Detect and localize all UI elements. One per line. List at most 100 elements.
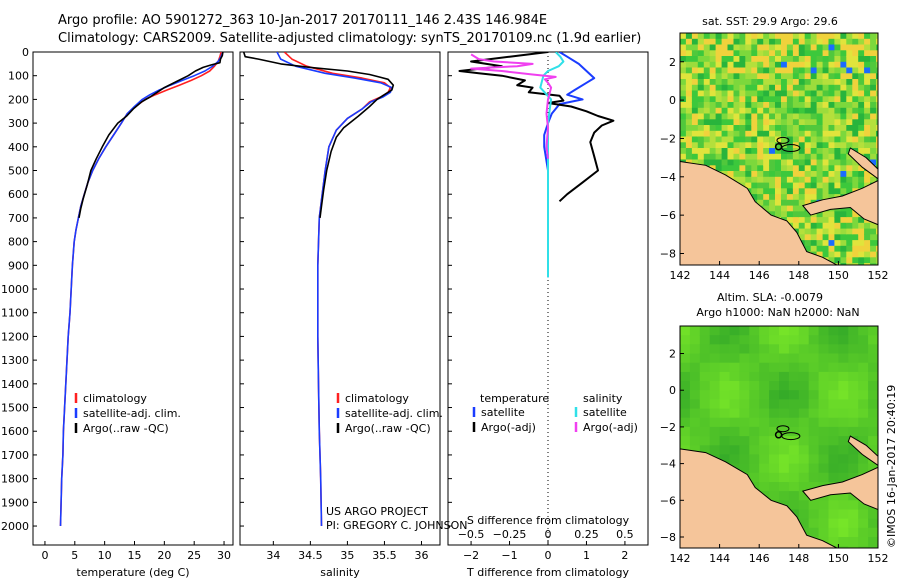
field-cell xyxy=(680,399,691,410)
field-cell xyxy=(721,153,729,161)
field-cell xyxy=(868,399,878,410)
field-cell xyxy=(798,67,806,74)
field-cell xyxy=(757,50,764,57)
field-cell xyxy=(691,67,699,74)
field-cell xyxy=(721,130,729,138)
field-cell xyxy=(739,38,746,46)
field-cell xyxy=(751,107,758,115)
field-cell xyxy=(864,130,871,138)
field-cell xyxy=(804,240,812,247)
field-cell xyxy=(751,79,758,86)
field-cell xyxy=(828,527,839,538)
field-cell xyxy=(763,176,770,184)
field-cell xyxy=(685,153,693,161)
field-cell xyxy=(689,417,701,428)
field-cell xyxy=(691,148,699,155)
field-cell xyxy=(729,436,740,446)
field-cell xyxy=(816,50,824,57)
field-cell xyxy=(810,125,818,132)
field-cell xyxy=(858,222,865,230)
field-cell xyxy=(691,119,699,126)
field-cell xyxy=(876,257,878,264)
field-cell xyxy=(818,436,830,446)
field-cell xyxy=(697,159,705,166)
field-cell xyxy=(848,500,859,511)
field-cell xyxy=(822,217,830,224)
field-cell xyxy=(834,107,841,115)
map-xtick-label: 144 xyxy=(709,552,730,565)
field-cell xyxy=(680,390,691,400)
field-cell xyxy=(810,222,818,230)
field-cell xyxy=(858,463,869,474)
field-cell xyxy=(769,194,776,201)
field-cell xyxy=(727,96,734,103)
field-cell xyxy=(804,38,812,46)
field-cell xyxy=(775,84,782,92)
field-cell xyxy=(858,509,869,520)
field-cell xyxy=(840,234,847,241)
map-xtick-label: 142 xyxy=(670,269,691,282)
field-cell xyxy=(779,362,790,373)
diff-legend-t1-label: Argo(-adj) xyxy=(481,421,536,434)
field-cell xyxy=(852,38,859,46)
field-cell xyxy=(822,84,830,92)
field-cell xyxy=(808,335,820,345)
field-cell xyxy=(816,194,824,201)
field-cell xyxy=(680,96,687,103)
field-cell xyxy=(719,445,731,456)
diff-legend-s1-label: Argo(-adj) xyxy=(583,421,638,434)
depth-tick-label: 1300 xyxy=(1,354,29,367)
depth-tick-label: 600 xyxy=(8,188,29,201)
field-cell xyxy=(834,257,841,264)
field-cell xyxy=(721,84,729,92)
field-cell xyxy=(858,390,869,400)
field-cell xyxy=(846,171,853,178)
field-cell xyxy=(870,263,877,265)
field-cell xyxy=(680,436,691,446)
diff-line-1 xyxy=(458,52,615,203)
field-cell xyxy=(810,228,818,235)
field-cell xyxy=(818,445,830,456)
field-cell xyxy=(838,454,849,465)
field-cell xyxy=(828,107,835,115)
plot-frame xyxy=(32,51,234,546)
field-cell xyxy=(840,148,847,155)
field-cell xyxy=(739,371,750,382)
field-cell xyxy=(759,426,770,437)
field-cell xyxy=(846,240,853,247)
field-cell xyxy=(810,130,818,138)
field-cell xyxy=(818,509,830,520)
field-cell xyxy=(858,362,869,373)
field-cell xyxy=(828,245,835,253)
field-cell xyxy=(818,390,830,400)
field-cell xyxy=(808,445,820,456)
field-cell xyxy=(769,125,776,132)
land-new-ireland xyxy=(847,147,878,180)
field-cell xyxy=(846,125,853,132)
field-cell xyxy=(763,194,770,201)
field-cell xyxy=(703,119,711,126)
field-cell xyxy=(733,125,740,132)
field-cell xyxy=(703,148,711,155)
map-frame xyxy=(679,325,879,549)
field-cell xyxy=(779,482,790,492)
field-cell xyxy=(846,67,853,74)
field-cell xyxy=(828,381,839,391)
field-cell xyxy=(864,44,871,51)
field-cell xyxy=(733,67,740,74)
field-cell xyxy=(775,67,782,74)
field-cell xyxy=(822,90,830,97)
field-cell xyxy=(822,176,830,184)
field-cell xyxy=(733,84,740,92)
field-cell xyxy=(781,50,788,57)
field-cell xyxy=(685,33,693,40)
temp-line-0 xyxy=(59,52,222,527)
field-cell xyxy=(775,182,782,189)
field-cell xyxy=(739,44,746,51)
depth-tick-label: 1800 xyxy=(1,473,29,486)
field-cell xyxy=(759,408,770,419)
field-cell xyxy=(798,454,810,465)
temp-xtick-label: 5 xyxy=(71,549,78,562)
field-cell xyxy=(709,79,717,86)
field-cell xyxy=(870,176,877,184)
